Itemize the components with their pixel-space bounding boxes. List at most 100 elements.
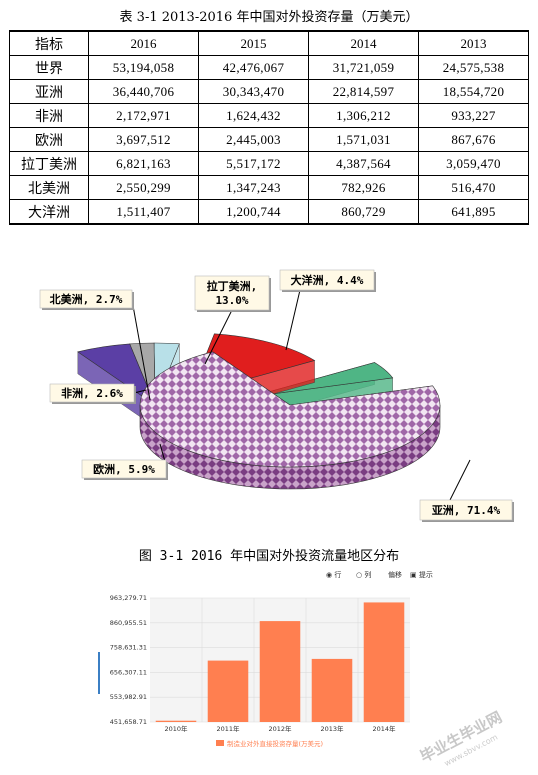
- pie-label-text: 拉丁美洲,: [207, 279, 258, 293]
- x-tick-label: 2011年: [216, 724, 240, 733]
- pie-label-northamerica: 北美洲, 2.7%: [39, 289, 134, 310]
- column-header: 指标: [9, 30, 89, 56]
- column-header: 2014: [308, 30, 419, 56]
- bar: [155, 720, 197, 722]
- y-tick-label: 758,631.31: [110, 644, 147, 652]
- x-tick-label: 2014年: [372, 724, 396, 733]
- pie-labels: 北美洲, 2.7% 拉丁美洲,13.0% 大洋洲, 4.4% 非洲, 2.6% 欧洲, …: [39, 269, 514, 522]
- radio-col-label: 列: [364, 571, 372, 579]
- value-cell: 933,227: [418, 103, 529, 128]
- x-tick-label: 2012年: [268, 724, 292, 733]
- region-cell: 大洋洲: [9, 199, 89, 225]
- x-tick-label: 2010年: [164, 724, 188, 733]
- pie-slice-asia: [139, 351, 441, 490]
- value-cell: 2,172,971: [88, 103, 199, 128]
- pie-label-text: 欧洲, 5.9%: [93, 462, 155, 476]
- hint-option[interactable]: ▣ 提示: [410, 570, 433, 580]
- leader-line-oceania: [285, 289, 301, 351]
- value-cell: 1,511,407: [88, 199, 199, 225]
- value-cell: 30,343,470: [198, 79, 309, 104]
- table-row: 亚洲 36,440,706 30,343,470 22,814,597 18,554,7…: [9, 79, 529, 104]
- pie-label-europe: 欧洲, 5.9%: [81, 459, 168, 480]
- pie-leader-lines: [131, 289, 471, 501]
- value-cell: 3,697,512: [88, 127, 199, 152]
- region-cell: 北美洲: [9, 175, 89, 200]
- value-cell: 867,676: [418, 127, 529, 152]
- y-tick-label: 656,307.11: [110, 668, 147, 676]
- pie-chart: 北美洲, 2.7% 拉丁美洲,13.0% 大洋洲, 4.4% 非洲, 2.6% 欧洲, …: [39, 269, 514, 522]
- region-cell: 非洲: [9, 103, 89, 128]
- x-tick-labels: 2010年 2011年 2012年 2013年 2014年: [164, 724, 396, 733]
- settings-label: 偏移: [388, 571, 402, 579]
- bar: [207, 660, 249, 722]
- table-body: 世界 53,194,058 42,476,067 31,721,059 24,575,5…: [9, 55, 529, 225]
- x-tick-label: 2013年: [320, 724, 344, 733]
- pie-label-oceania: 大洋洲, 4.4%: [279, 269, 376, 292]
- radio-unselected-icon: ○: [356, 571, 363, 579]
- legend-swatch: [216, 740, 224, 746]
- table-row: 欧洲 3,697,512 2,445,003 1,571,031 867,676: [9, 127, 529, 152]
- y-tick-label: 451,658.71: [110, 718, 147, 726]
- legend-label: 制造业对外直接投资存量(万美元): [227, 739, 323, 748]
- pie-label-text: 北美洲, 2.7%: [50, 292, 123, 306]
- radio-col-option[interactable]: ○ 列: [356, 570, 371, 580]
- value-cell: 1,200,744: [198, 199, 309, 225]
- value-cell: 6,821,163: [88, 151, 199, 176]
- pie-label-text: 13.0%: [215, 294, 248, 307]
- table-row: 非洲 2,172,971 1,624,432 1,306,212 933,227: [9, 103, 529, 128]
- y-tick-label: 553,982.91: [110, 693, 147, 701]
- table-title: 表 3-1 2013-2016 年中国对外投资存量（万美元）: [119, 10, 419, 25]
- table-row: 拉丁美洲 6,821,163 5,517,172 4,387,564 3,059,470: [9, 151, 529, 176]
- table-row: 世界 53,194,058 42,476,067 31,721,059 24,575,5…: [9, 55, 529, 80]
- pie-label-latam: 拉丁美洲,13.0%: [194, 275, 271, 312]
- value-cell: 18,554,720: [418, 79, 529, 104]
- table-row: 大洋洲 1,511,407 1,200,744 860,729 641,895: [9, 199, 529, 225]
- bar: [311, 658, 353, 722]
- value-cell: 1,571,031: [308, 127, 419, 152]
- panel-edge-marker: [98, 652, 100, 694]
- value-cell: 5,517,172: [198, 151, 309, 176]
- value-cell: 782,926: [308, 175, 419, 200]
- y-tick-label: 963,279.71: [110, 594, 147, 602]
- investment-table: 指标 2016 2015 2014 2013 世界 53,194,058 42,476,06…: [9, 30, 529, 225]
- region-cell: 世界: [9, 55, 89, 80]
- table-row: 北美洲 2,550,299 1,347,243 782,926 516,470: [9, 175, 529, 200]
- value-cell: 860,729: [308, 199, 419, 225]
- value-cell: 36,440,706: [88, 79, 199, 104]
- settings-option[interactable]: 偏移: [388, 570, 402, 580]
- value-cell: 2,550,299: [88, 175, 199, 200]
- bar-legend: 制造业对外直接投资存量(万美元): [216, 739, 323, 748]
- column-header: 2015: [198, 30, 309, 56]
- bar: [363, 602, 405, 722]
- value-cell: 4,387,564: [308, 151, 419, 176]
- region-cell: 拉丁美洲: [9, 151, 89, 176]
- watermark: 毕业生毕业网 www.sbvv.com: [417, 708, 505, 768]
- pie-label-text: 亚洲, 71.4%: [432, 504, 501, 517]
- column-header: 2016: [88, 30, 199, 56]
- value-cell: 1,306,212: [308, 103, 419, 128]
- bars: [155, 602, 405, 722]
- table-header-row: 指标 2016 2015 2014 2013: [9, 30, 529, 56]
- radio-selected-icon: ◉: [326, 571, 333, 579]
- leader-line-asia: [449, 459, 471, 501]
- y-tick-labels: 963,279.71 860,955.51 758,631.31 656,307.11…: [110, 594, 147, 726]
- bar: [259, 621, 301, 722]
- value-cell: 22,814,597: [308, 79, 419, 104]
- region-cell: 亚洲: [9, 79, 89, 104]
- leader-line-northamerica: [131, 299, 151, 401]
- radio-row-label: 行: [334, 571, 342, 579]
- y-tick-label: 860,955.51: [110, 619, 147, 627]
- value-cell: 53,194,058: [88, 55, 199, 80]
- figure-caption: 图 3-1 2016 年中国对外投资流量地区分布: [138, 549, 400, 564]
- value-cell: 2,445,003: [198, 127, 309, 152]
- value-cell: 42,476,067: [198, 55, 309, 80]
- value-cell: 1,347,243: [198, 175, 309, 200]
- radio-row-option[interactable]: ◉ 行: [326, 570, 341, 580]
- value-cell: 31,721,059: [308, 55, 419, 80]
- column-header: 2013: [418, 30, 529, 56]
- hint-label: 提示: [418, 571, 433, 579]
- checkbox-checked-icon: ▣: [410, 571, 417, 579]
- pie-label-asia: 亚洲, 71.4%: [419, 499, 514, 522]
- value-cell: 24,575,538: [418, 55, 529, 80]
- pie-label-africa: 非洲, 2.6%: [49, 383, 136, 404]
